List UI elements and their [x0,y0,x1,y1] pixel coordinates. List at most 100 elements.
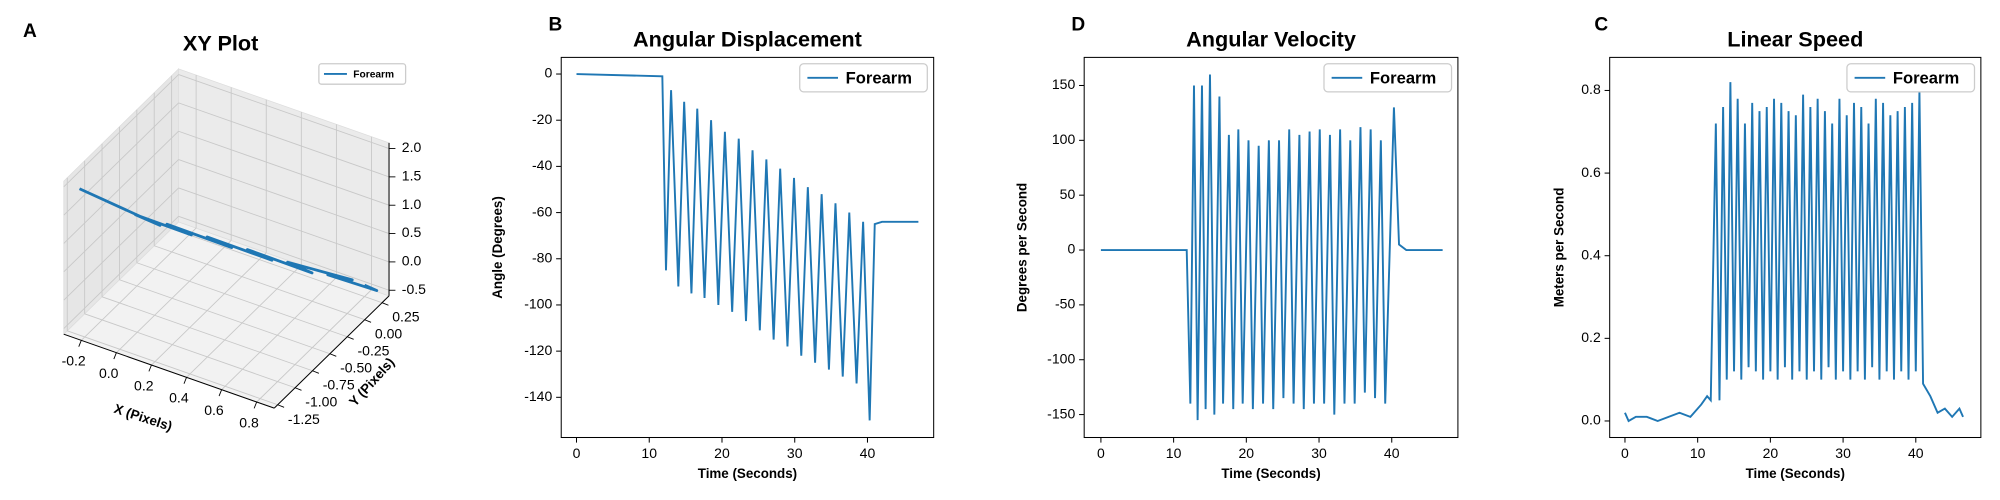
y-tick-label: 50 [1060,186,1076,202]
grid-line [178,159,390,234]
panel-label: A [23,21,37,42]
y-tick-label: 0.6 [1581,164,1601,180]
y-tick [294,387,302,391]
y-tick-label: 0 [1067,241,1075,257]
plot-frame [1609,56,1982,439]
grid-line [178,74,390,149]
y-tick-label: 100 [1052,131,1076,147]
legend-label: Forearm [1370,68,1436,87]
z-tick-label: 2.0 [402,139,422,155]
legend-label: Forearm [353,69,394,80]
y-tick-label: -50 [1055,296,1075,312]
x-tick-label: 30 [787,445,803,461]
legend-box [1323,63,1453,93]
grid-line [67,330,278,406]
y-tick-label: -0.75 [323,377,355,393]
z-tick-label: 1.0 [402,196,422,212]
y-tick-label: -100 [524,296,552,312]
panel-label: D [1071,15,1085,36]
grid-line [256,289,372,403]
x-tick [253,401,258,409]
y-tick-label: -1.00 [305,394,337,410]
x-tick-label: 0 [1621,445,1629,461]
data-line [576,73,919,421]
grid-line [81,227,197,341]
x-axis-label: Time (Seconds) [1746,466,1845,481]
x-tick-label: 0 [1097,445,1105,461]
data-line [78,187,379,292]
grid-line [171,228,383,304]
x-tick-label: 0.2 [134,377,154,393]
grid-line [186,264,302,378]
x-axis-label: Time (Seconds) [698,466,797,481]
x-tick-label: 20 [1239,445,1255,461]
axis-line [63,333,275,409]
legend-label: Forearm [1893,68,1959,87]
x-tick-label: 0.0 [99,365,119,381]
y-tick-label: 0.00 [375,326,402,342]
z-tick-label: 0.0 [402,253,422,269]
y-tick [329,353,337,357]
y-tick-label: 0.2 [1581,329,1601,345]
x-tick [78,340,82,347]
x-tick-label: 0.4 [169,390,189,406]
x-tick-label: 0.6 [204,402,224,418]
y-tick-label: -0.25 [357,343,389,359]
y-tick [381,302,389,306]
x-tick-label: 10 [641,445,657,461]
legend-box [799,63,928,93]
chart-title: Angular Displacement [633,27,862,52]
plot-frame [1083,56,1459,439]
chart-title: XY Plot [183,30,258,55]
grid-line [136,262,348,338]
y-tick-label: -140 [524,388,552,404]
chart-title: Angular Velocity [1186,27,1356,52]
y-tick-label: -120 [524,342,552,358]
legend-label: Forearm [846,68,912,87]
y-tick [347,336,354,340]
y-tick-label: 0.4 [1581,246,1601,262]
y-tick-label: 0 [544,65,552,81]
grid-line [63,130,179,244]
y-axis-label: Angle (Degrees) [490,196,505,299]
y-axis-label: Degrees per Second [1014,183,1029,312]
x-tick-label: 40 [860,445,876,461]
grid-line [63,102,179,216]
grid-line [63,215,179,329]
x-tick-label: 40 [1908,445,1924,461]
grid-line [63,159,179,273]
x-tick-label: 0 [573,445,581,461]
grid-line [116,240,232,353]
y-tick-label: 150 [1052,76,1076,92]
grid-line [178,215,390,291]
y-tick-label: 0.0 [1581,412,1601,428]
x-tick-label: 30 [1311,445,1327,461]
z-tick-label: 0.5 [402,224,422,240]
side-pane [63,67,179,336]
x-tick-label: 30 [1835,445,1851,461]
legend-box [1846,63,1976,93]
y-axis-label: Meters per Second [1551,188,1566,308]
grid-line [119,279,331,355]
y-tick-label: -20 [532,111,552,127]
x-tick-label: 20 [1763,445,1779,461]
chart-title: Linear Speed [1727,27,1863,52]
y-tick-label: 0.8 [1581,81,1601,97]
panel-label: B [548,15,562,36]
x-tick-label: 40 [1384,445,1400,461]
plot-frame [560,56,935,439]
y-tick-label: -100 [1047,350,1075,366]
x-axis-label: Time (Seconds) [1221,466,1320,481]
x-tick-label: 10 [1690,445,1706,461]
x-tick [148,364,152,372]
grid-line [178,187,390,263]
grid-line [63,187,179,301]
data-line [1100,74,1443,421]
x-tick-label: 20 [714,445,730,461]
y-tick [277,404,285,408]
panel-label: C [1594,15,1608,36]
y-tick-label: -80 [532,249,552,265]
grid-line [84,313,296,389]
z-tick-label: 1.5 [402,168,422,184]
